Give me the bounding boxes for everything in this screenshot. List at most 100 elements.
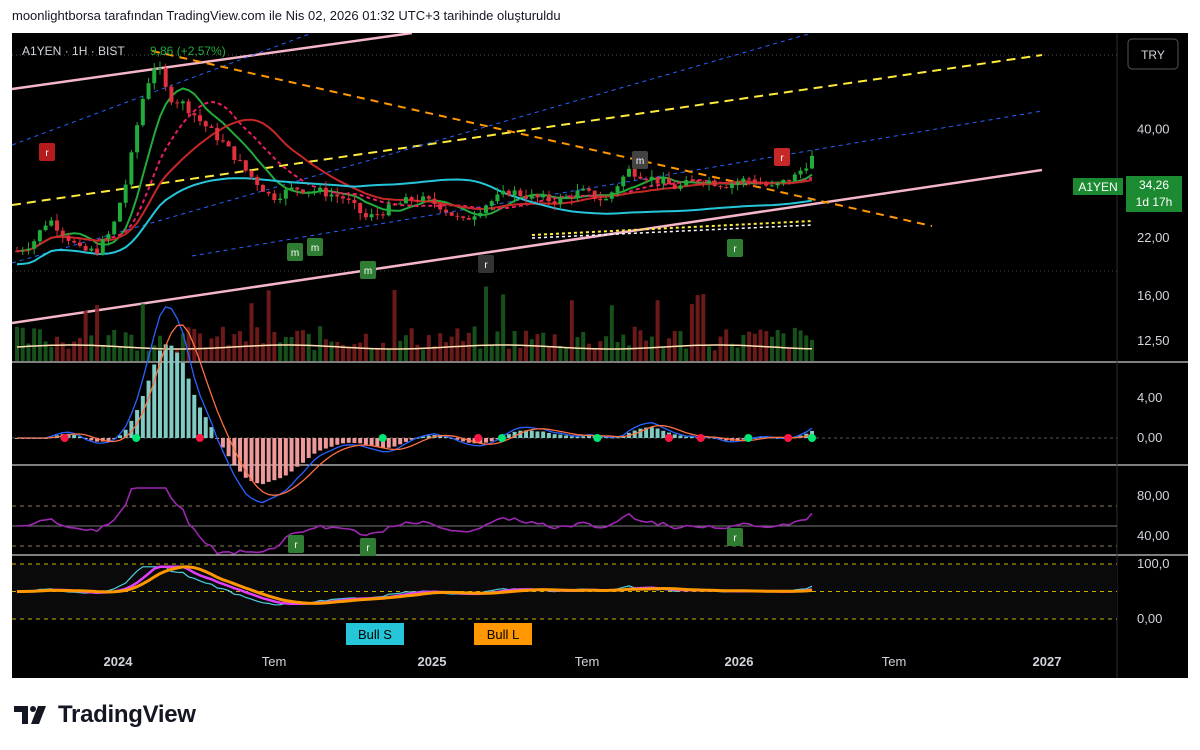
volume-bar xyxy=(295,330,300,361)
volume-bar xyxy=(581,331,586,361)
volume-bar xyxy=(501,294,506,361)
candle-body xyxy=(432,198,437,205)
candle-body xyxy=(758,183,763,185)
candle-body xyxy=(621,176,626,187)
macd-cross-dot xyxy=(593,434,602,442)
macd-histogram-bar xyxy=(472,438,477,444)
candle-body xyxy=(243,160,248,171)
time-tick-label: 2024 xyxy=(104,654,134,669)
volume-bar xyxy=(260,343,265,361)
candle-body xyxy=(524,195,529,199)
macd-histogram-bar xyxy=(289,438,294,472)
candle-body xyxy=(323,187,328,197)
volume-bar xyxy=(632,326,637,361)
macd-histogram-bar xyxy=(569,436,574,438)
candle-body xyxy=(415,199,420,201)
candle-body xyxy=(541,194,546,198)
legend-symbol-line[interactable]: A1YEN · 1H · BIST xyxy=(22,44,125,58)
macd-histogram-bar xyxy=(758,437,763,439)
volume-bar xyxy=(810,339,814,361)
volume-bar xyxy=(712,350,717,361)
candle-body xyxy=(501,190,506,195)
signal-marker-box xyxy=(360,261,376,279)
candle-body xyxy=(781,179,786,184)
macd-cross-dot xyxy=(808,434,816,442)
candle-body xyxy=(266,191,271,194)
currency-label[interactable]: TRY xyxy=(1141,48,1165,62)
price-tick-label: 22,00 xyxy=(1137,230,1170,245)
candle-body xyxy=(232,146,237,160)
volume-bar xyxy=(20,327,25,361)
volume-bar xyxy=(769,336,774,361)
volume-bar xyxy=(718,336,723,361)
support-line xyxy=(531,224,813,239)
rsi-tick-label: 80,00 xyxy=(1137,488,1170,503)
tradingview-logo[interactable]: TradingView xyxy=(14,700,196,730)
candle-body xyxy=(358,203,363,214)
volume-bar xyxy=(89,335,94,361)
price-symbol-text: A1YEN xyxy=(1078,180,1117,194)
macd-cross-dot xyxy=(132,434,141,442)
volume-bar xyxy=(695,295,700,361)
volume-ma-line xyxy=(16,344,813,350)
macd-histogram-bar xyxy=(672,434,677,438)
chart-caption: moonlightborsa tarafından TradingView.co… xyxy=(12,8,561,23)
macd-histogram-bar xyxy=(489,438,494,442)
volume-bar xyxy=(729,343,734,361)
bar-countdown: 1d 17h xyxy=(1136,195,1173,209)
legend-interval: 1H xyxy=(72,44,87,58)
candle-body xyxy=(37,230,42,242)
volume-bar xyxy=(798,330,803,361)
volume-bar xyxy=(569,300,574,361)
signal-marker-label: m xyxy=(291,248,299,259)
candle-body xyxy=(558,197,563,205)
macd-histogram-bar xyxy=(718,438,723,440)
macd-histogram-bar xyxy=(186,378,191,438)
volume-bar xyxy=(215,336,220,361)
candle-body xyxy=(655,176,660,184)
volume-bar xyxy=(186,327,191,361)
macd-histogram-bar xyxy=(129,420,134,438)
volume-bar xyxy=(466,332,471,361)
candle-body xyxy=(203,121,208,127)
candle-body xyxy=(644,178,649,181)
candle-body xyxy=(695,180,700,183)
legend-exchange: BIST xyxy=(98,44,125,58)
volume-bar xyxy=(758,329,763,361)
volume-bar xyxy=(518,348,523,361)
macd-histogram-bar xyxy=(546,432,551,438)
signal-marker-label: r xyxy=(733,533,737,544)
candle-body xyxy=(346,198,351,200)
ma-dashed-line xyxy=(16,100,813,253)
volume-bar xyxy=(707,346,712,361)
candle-body xyxy=(117,202,122,222)
candle-body xyxy=(724,187,729,189)
macd-cross-dot xyxy=(497,434,506,442)
candle-body xyxy=(135,125,140,153)
candle-body xyxy=(129,152,134,185)
volume-bar xyxy=(644,340,649,361)
volume-bar xyxy=(586,343,591,361)
volume-bar xyxy=(272,331,277,361)
support-line xyxy=(531,220,813,236)
macd-histogram-bar xyxy=(661,430,666,438)
rsi-line xyxy=(16,487,813,555)
candle-body xyxy=(483,205,488,213)
osc-orange-line xyxy=(17,565,813,605)
macd-histogram-bar xyxy=(358,438,363,444)
candle-body xyxy=(810,155,814,169)
moving-averages xyxy=(16,87,813,266)
macd-histogram-bar xyxy=(535,431,540,438)
volume-bar xyxy=(701,294,706,361)
volume-bar xyxy=(472,326,477,361)
bull-s-label: Bull S xyxy=(358,627,392,642)
currency-box[interactable] xyxy=(1127,38,1179,70)
candle-body xyxy=(15,251,19,253)
candle-body xyxy=(449,212,454,216)
osc-tick-label: 100,0 xyxy=(1137,556,1170,571)
signal-marker-box xyxy=(307,238,323,256)
signal-marker-label: r xyxy=(45,148,49,159)
candle-body xyxy=(66,235,71,241)
